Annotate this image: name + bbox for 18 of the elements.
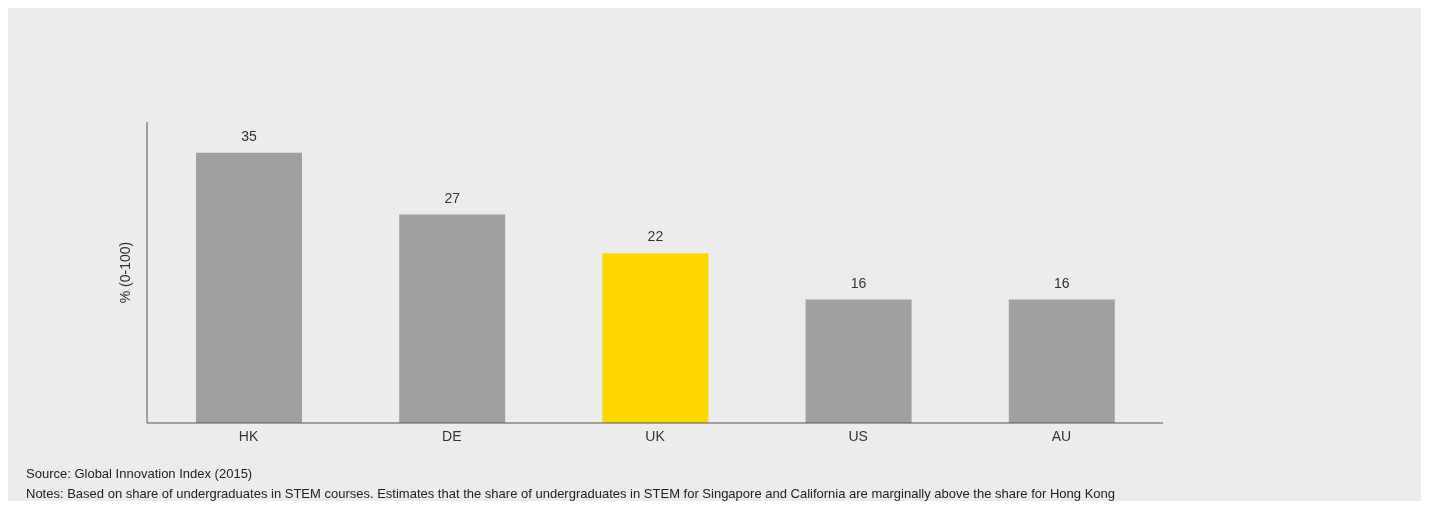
bar [805,299,912,423]
x-tick-label: AU [1051,427,1072,444]
x-tick-label: DE [442,427,462,444]
x-tick-label: US [848,427,868,444]
bar [399,214,506,423]
data-label: 16 [1054,274,1070,291]
data-label: 27 [444,189,461,206]
source-note: Source: Global Innovation Index (2015) [26,465,254,483]
y-axis-title: % (0-100) [116,241,133,304]
bar [1008,299,1115,423]
x-tick-label: HK [238,427,259,444]
data-label: 35 [241,127,257,144]
text: Notes: Based on share of undergraduates in STEM courses. Estimates that the share of undergraduates in STEM for Singapore and California are marginally above the share for Hong Kong [26,485,1115,503]
bar [196,152,302,423]
bar [602,253,709,423]
data-label: 16 [850,274,867,291]
data-label: 22 [647,228,664,245]
x-tick-label: UK [645,427,666,444]
